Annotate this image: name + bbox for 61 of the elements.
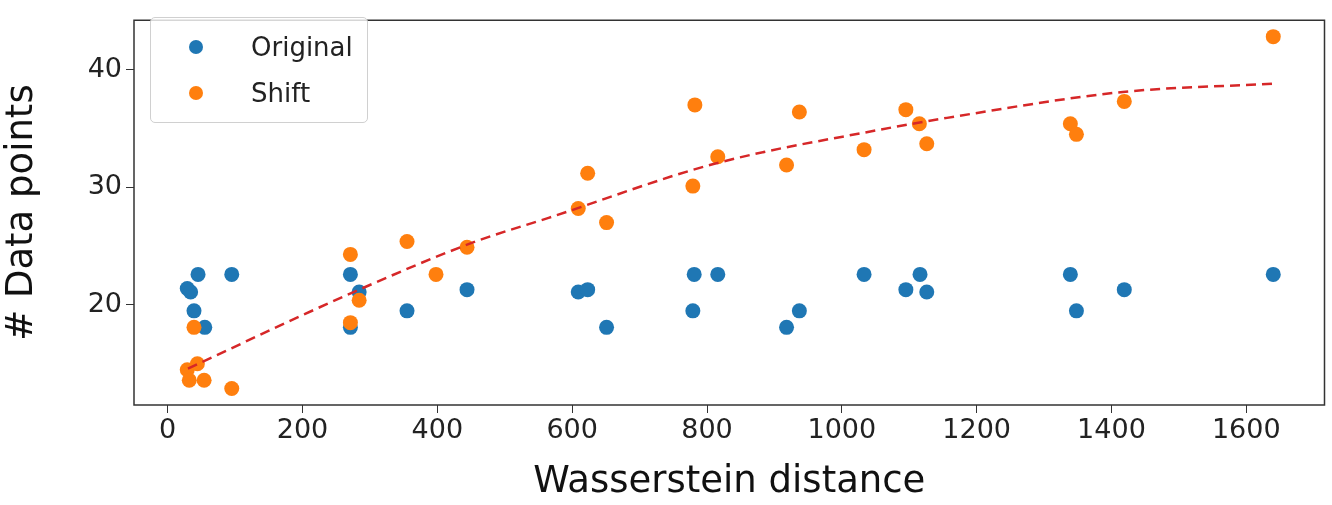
point xyxy=(919,136,935,152)
y-tick-label: 40 xyxy=(87,51,122,83)
point xyxy=(856,142,872,158)
x-tick-label: 1000 xyxy=(807,413,877,445)
point xyxy=(779,157,795,173)
point xyxy=(224,381,240,397)
point xyxy=(791,303,807,319)
point xyxy=(919,284,935,300)
point xyxy=(428,266,444,282)
point xyxy=(898,282,914,298)
point xyxy=(791,104,807,120)
point xyxy=(580,282,596,298)
point xyxy=(196,372,212,388)
point xyxy=(224,266,240,282)
legend-label: Original xyxy=(251,32,353,62)
point xyxy=(710,149,726,165)
point xyxy=(181,372,197,388)
point xyxy=(686,266,702,282)
point xyxy=(856,266,872,282)
point xyxy=(351,292,367,308)
x-tick-label: 200 xyxy=(276,413,329,445)
legend-label: Shift xyxy=(251,78,311,108)
point xyxy=(399,303,415,319)
y-tick-label: 20 xyxy=(87,286,122,318)
point xyxy=(1068,126,1084,142)
point xyxy=(710,266,726,282)
point xyxy=(1116,282,1132,298)
point xyxy=(1062,266,1078,282)
point xyxy=(342,266,358,282)
point xyxy=(898,102,914,118)
point xyxy=(599,319,615,335)
x-tick-label: 1600 xyxy=(1211,413,1281,445)
point xyxy=(186,303,202,319)
x-axis-title: Wasserstein distance xyxy=(533,458,926,502)
point xyxy=(912,266,928,282)
x-tick-label: 800 xyxy=(681,413,733,445)
point xyxy=(459,282,475,298)
point xyxy=(599,215,615,231)
point xyxy=(342,246,358,262)
y-axis-title: # Data points xyxy=(0,84,41,341)
point xyxy=(685,178,701,194)
x-tick-label: 1200 xyxy=(942,413,1012,445)
point xyxy=(580,165,596,181)
y-tick-label: 30 xyxy=(87,169,122,201)
point xyxy=(1068,303,1084,319)
x-tick-label: 600 xyxy=(546,413,598,445)
x-tick-label: 400 xyxy=(411,413,464,445)
point xyxy=(779,319,795,335)
point xyxy=(190,266,206,282)
point xyxy=(685,303,701,319)
point xyxy=(1116,93,1132,109)
point xyxy=(1265,266,1281,282)
point xyxy=(399,233,415,249)
point xyxy=(342,315,358,331)
point xyxy=(186,319,202,335)
point xyxy=(183,284,199,300)
point xyxy=(1062,116,1078,132)
x-tick-label: 0 xyxy=(159,413,177,445)
x-tick-label: 1400 xyxy=(1077,413,1146,445)
point xyxy=(1265,29,1281,45)
point xyxy=(687,97,703,113)
